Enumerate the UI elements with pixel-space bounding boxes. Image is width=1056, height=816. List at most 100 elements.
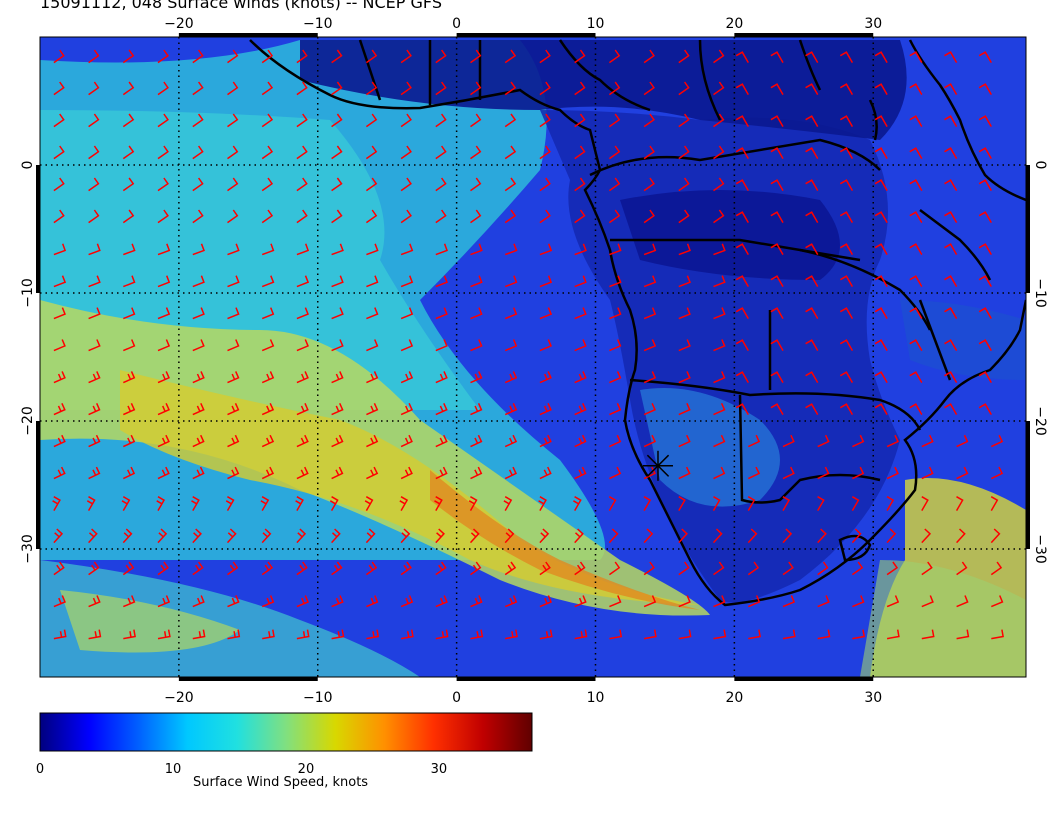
wind-barb (839, 147, 854, 159)
wind-barb (678, 629, 692, 640)
wind-barb (157, 528, 168, 544)
wind-barb (839, 307, 854, 319)
wind-barb (435, 177, 447, 192)
colorbar-tick-label: 20 (298, 762, 315, 777)
wind-barb (678, 339, 691, 352)
wind-barb (261, 307, 275, 320)
wind-barb (192, 243, 205, 256)
wind-barb (909, 83, 923, 95)
wind-barb (770, 147, 784, 159)
lon-tick-label: −10 (303, 690, 333, 706)
wind-barb (712, 528, 723, 544)
wind-barb (400, 145, 412, 160)
wind-barb (261, 339, 275, 352)
wind-barb (470, 81, 482, 96)
wind-barb (978, 403, 992, 415)
wind-barb (991, 629, 1004, 640)
wind-barb (504, 561, 517, 576)
wind-barb (470, 466, 483, 480)
wind-barb (331, 434, 344, 448)
wind-barb (735, 51, 749, 63)
wind-barb (678, 595, 691, 608)
wind-barb (713, 402, 726, 416)
wind-barb (886, 629, 900, 640)
wind-barb (227, 561, 239, 576)
wind-barb (713, 434, 726, 448)
wind-barb (539, 81, 551, 96)
wind-barb (921, 629, 935, 640)
wind-barb (470, 595, 483, 608)
wind-barb (470, 177, 482, 192)
wind-barb (713, 275, 726, 288)
wind-barb (713, 339, 726, 352)
wind-barb (851, 528, 862, 544)
wind-barb (539, 243, 553, 256)
wind-barb (805, 243, 819, 255)
wind-barb (909, 147, 923, 159)
wind-barb (296, 595, 309, 608)
wind-barb (944, 115, 958, 127)
wind-barb (400, 275, 414, 288)
wind-barb (53, 595, 66, 608)
wind-barb (944, 211, 958, 223)
wind-barb (909, 403, 923, 415)
coastline (249, 39, 1026, 607)
wind-barb (261, 466, 275, 480)
wind-barb (817, 434, 830, 448)
wind-barb (817, 496, 825, 511)
wind-barb (874, 339, 888, 351)
wind-barb (366, 339, 379, 352)
frame-band-top (734, 33, 874, 37)
wind-barb (261, 145, 274, 160)
wind-barb (366, 434, 379, 448)
wind-barb (225, 496, 235, 511)
wind-barb (88, 81, 100, 96)
wind-barb (748, 629, 761, 640)
wind-barb (157, 49, 169, 64)
wind-barb (574, 528, 584, 544)
wind-barb (770, 211, 784, 223)
wind-barb (678, 49, 690, 64)
wind-barb (747, 466, 761, 480)
wind-barb (470, 371, 483, 384)
wind-barb (400, 561, 412, 576)
wind-barb (296, 145, 308, 160)
wind-barb (770, 371, 784, 383)
wind-barb (261, 49, 274, 64)
wind-barb (296, 275, 310, 288)
wind-barb (978, 83, 992, 95)
wind-barb (366, 402, 379, 416)
wind-barb (366, 629, 380, 640)
wind-barb (770, 83, 784, 95)
frame-band-left (36, 165, 40, 293)
wind-barb (504, 49, 517, 64)
wind-barb (435, 434, 448, 448)
wind-barb (88, 307, 101, 320)
wind-barb (609, 243, 622, 256)
wind-barb (608, 81, 621, 96)
wind-barb (157, 307, 171, 320)
wind-barb (296, 49, 308, 64)
wind-barb (122, 466, 136, 480)
lon-tick-label: −20 (164, 690, 194, 706)
wind-barb (157, 595, 171, 608)
wind-barb (400, 81, 412, 96)
wind-barb (944, 179, 958, 191)
wind-barb (678, 307, 691, 320)
wind-barb (227, 402, 240, 416)
wind-barb (574, 209, 586, 224)
wind-barb (874, 211, 888, 223)
wind-barb (504, 595, 518, 608)
wind-barb (978, 371, 992, 383)
wind-barb (366, 466, 379, 480)
wind-barb (678, 496, 686, 511)
wind-barb (770, 115, 784, 127)
wind-barb (261, 561, 274, 576)
wind-barb (123, 371, 136, 384)
wind-barb (817, 528, 827, 544)
wind-barb (435, 561, 447, 576)
wind-barb (331, 466, 344, 480)
wind-barb (157, 561, 169, 576)
wind-barb (805, 147, 819, 159)
frame-band-bottom (456, 677, 596, 681)
